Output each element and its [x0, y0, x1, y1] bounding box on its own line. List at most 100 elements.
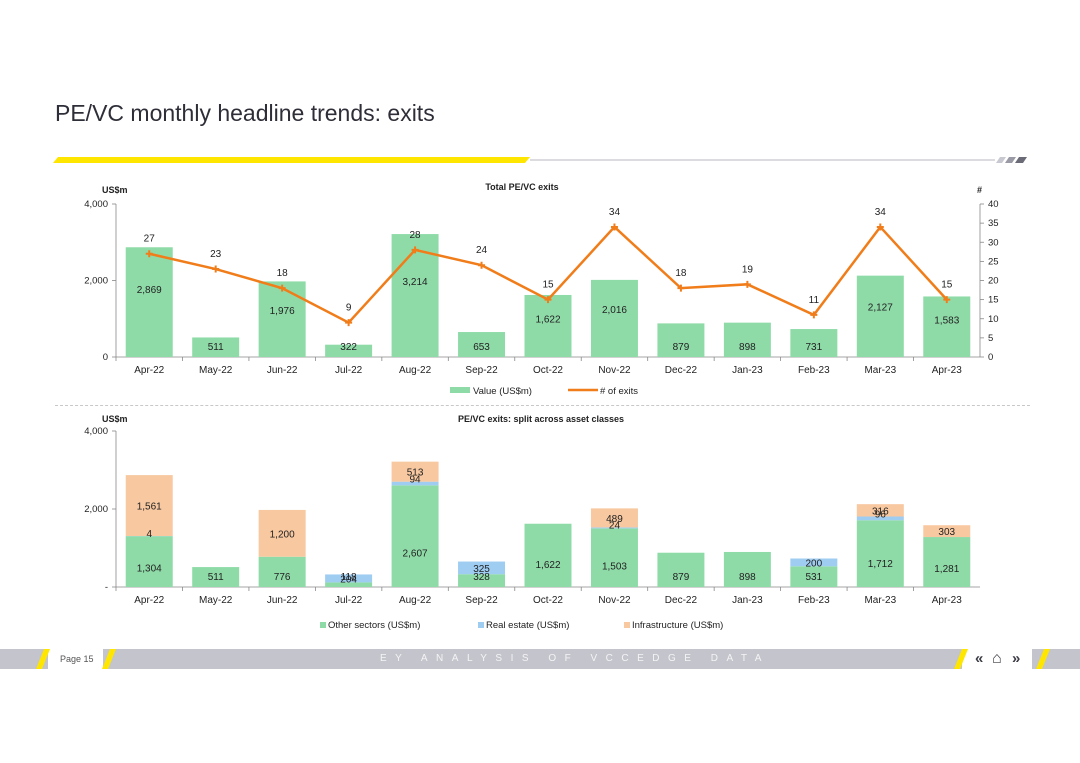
chart2-value-label-other-sectors: 328: [473, 572, 490, 583]
chart2-value-label-other-sectors: 511: [208, 572, 224, 583]
footer-nav-box: [962, 649, 1032, 669]
chart2-value-label-other-sectors: 1,503: [602, 561, 627, 572]
chart1-exits-label: 19: [742, 264, 754, 275]
chart1-bar-value-label: 2,869: [137, 285, 162, 296]
title-stripe-1: [996, 157, 1006, 163]
chart1-exits-point: [810, 311, 818, 319]
chart1-bar: [192, 337, 240, 357]
chart2-x-tick-label: Jan-23: [732, 595, 763, 606]
chart-divider: [55, 405, 1030, 406]
chart2-bar-other-sectors: [258, 556, 306, 587]
chart1-exits-point: [876, 223, 884, 231]
home-icon[interactable]: ⌂: [992, 650, 1002, 667]
chart2-bar-other-sectors: [790, 566, 838, 587]
chart2-bar-real-estate: [325, 574, 373, 583]
chart1-x-tick-label: May-22: [199, 365, 233, 376]
chart1-y2label: #: [977, 185, 982, 195]
chart1-exits-label: 11: [809, 295, 820, 306]
chart1-exits-label: 15: [941, 280, 953, 291]
chart1-bar: [657, 323, 705, 357]
chart1-exits-label: 24: [476, 245, 488, 256]
chart2-value-label-other-sectors: 1,622: [535, 560, 560, 571]
chart2-bar-infrastructure: [856, 504, 904, 517]
chart1-x-tick-label: Apr-23: [932, 365, 962, 376]
footer-stripe-right: [954, 649, 968, 669]
chart1-exits-point: [212, 265, 220, 273]
chart2-value-label-other-sectors: 1,712: [868, 559, 893, 570]
chart1-exits-point: [411, 246, 419, 254]
chart1-y2-tick-label: 0: [988, 352, 993, 363]
chart1-y2-tick-label: 20: [988, 276, 999, 287]
chart2-value-label-real-estate: 4: [146, 529, 152, 540]
chart2-value-label-other-sectors: 118: [341, 572, 357, 583]
chart1-y2-tick-label: 15: [988, 295, 999, 306]
chart2-value-label-other-sectors: 898: [739, 572, 756, 583]
chart2-x-tick-label: Oct-22: [533, 595, 563, 606]
chart1-y-tick-label: 0: [103, 352, 108, 363]
chart2-bar-other-sectors: [458, 574, 506, 587]
chart1-bar-value-label: 898: [739, 342, 756, 353]
footer-page-box: [48, 649, 103, 669]
chart2-legend-swatch-real-estate: [478, 622, 484, 628]
chart2-value-label-infrastructure: 489: [606, 514, 623, 525]
chart1-exits-label: 28: [410, 230, 422, 241]
chart2-x-tick-label: Jul-22: [335, 595, 363, 606]
chart1-bar: [790, 329, 838, 357]
chart1-x-tick-label: Apr-22: [134, 365, 164, 376]
chart1-y-tick-label: 2,000: [84, 276, 108, 287]
chart1-x-tick-label: Jun-22: [267, 365, 298, 376]
chart1-exits-point: [610, 223, 618, 231]
chart2-bar-real-estate: [790, 558, 838, 567]
chart1-x-tick-label: Sep-22: [465, 365, 498, 376]
chart2-value-label-real-estate: 24: [609, 520, 621, 531]
chart1-y-tick-label: 4,000: [84, 199, 108, 210]
chart2-x-tick-label: Sep-22: [465, 595, 498, 606]
chart2-bar-real-estate: [590, 527, 638, 529]
chart1-exits-label: 23: [210, 249, 222, 260]
chart2-bar-other-sectors: [590, 528, 638, 587]
chart1-exits-point: [345, 319, 353, 327]
title-underline-yellow: [53, 157, 530, 163]
chart1-x-tick-label: Oct-22: [533, 365, 563, 376]
chart1-bar-value-label: 879: [673, 342, 690, 353]
chart2-bar-real-estate: [458, 561, 506, 575]
chart2-x-tick-label: Aug-22: [399, 595, 432, 606]
chart2-bar-other-sectors: [325, 582, 373, 587]
chart1-bar: [856, 275, 904, 357]
chart2-title: PE/VC exits: split across asset classes: [458, 414, 624, 424]
chart2-bar-real-estate: [856, 516, 904, 521]
chart1-bar: [590, 279, 638, 357]
chart1-exits-label: 9: [346, 303, 352, 314]
chart1-bar-value-label: 2,127: [868, 303, 893, 314]
chart1-bar: [125, 247, 173, 357]
footer-source-text: EY ANALYSIS OF VCCEDGE DATA: [380, 653, 770, 664]
chart2-ylabel: US$m: [102, 414, 128, 424]
chart1-exits-label: 15: [542, 280, 554, 291]
chart1-exits-point: [544, 296, 552, 304]
next-page-icon[interactable]: »: [1012, 650, 1021, 667]
footer-background: [0, 649, 1080, 669]
chart2-value-label-other-sectors: 1,304: [137, 564, 162, 575]
chart1-bar-value-label: 2,016: [602, 305, 627, 316]
chart1-bar: [923, 296, 971, 357]
chart2-bar-other-sectors: [723, 551, 771, 587]
chart2-value-label-other-sectors: 879: [673, 572, 690, 583]
chart2-bar-other-sectors: [856, 520, 904, 587]
asset-class-split-chart: PE/VC exits: split across asset classes …: [84, 414, 980, 631]
chart2-bar-real-estate: [391, 481, 439, 486]
chart2-legend-label-infrastructure: Infrastructure (US$m): [632, 620, 723, 631]
footer-stripe-right2: [1036, 649, 1050, 669]
chart1-bar: [723, 322, 771, 357]
chart2-x-tick-label: Dec-22: [665, 595, 698, 606]
prev-page-icon[interactable]: «: [975, 650, 984, 667]
chart1-x-tick-label: Dec-22: [665, 365, 698, 376]
chart2-bar-other-sectors: [125, 536, 173, 587]
chart2-x-tick-label: Mar-23: [864, 595, 896, 606]
chart1-exits-label: 34: [609, 207, 621, 218]
chart1-exits-point: [145, 250, 153, 258]
chart1-title: Total PE/VC exits: [485, 182, 558, 192]
chart1-bar-value-label: 1,583: [934, 315, 959, 326]
footer-stripe-left: [36, 649, 50, 669]
chart1-x-tick-label: Jul-22: [335, 365, 363, 376]
chart2-bar-infrastructure: [923, 525, 971, 538]
